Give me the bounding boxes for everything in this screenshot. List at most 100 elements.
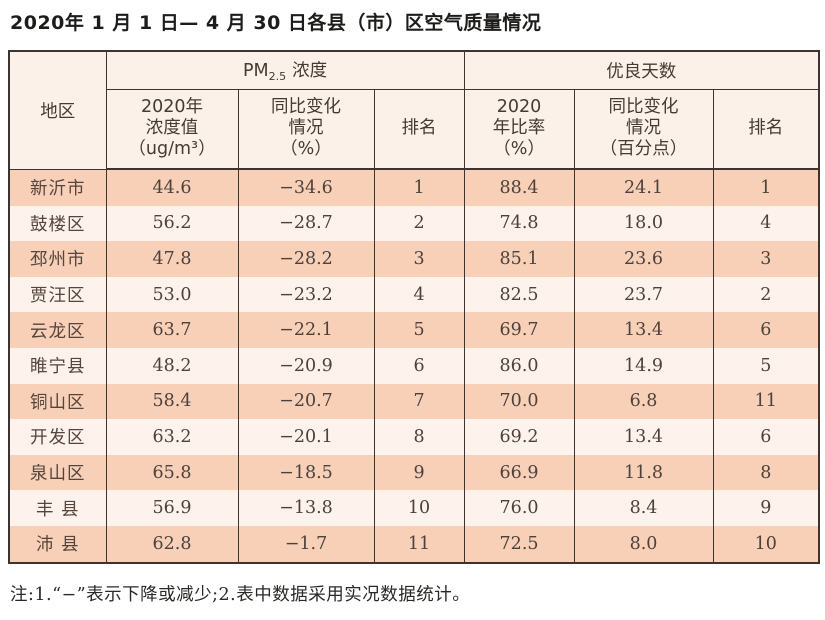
pm-value-cell: 62.8 [105, 525, 239, 563]
good-rate-cell: 82.5 [463, 276, 575, 313]
pm-change-cell: −34.6 [237, 169, 375, 206]
good-rank-cell: 6 [712, 312, 820, 348]
good-rate-cell: 74.8 [463, 205, 575, 242]
region-cell: 开发区 [8, 419, 107, 455]
region-cell: 睢宁县 [8, 347, 107, 384]
pm25-label-prefix: PM [242, 61, 269, 82]
pm-rank-cell: 1 [373, 169, 465, 206]
table-row: 开发区 63.2 −20.1 8 69.2 13.4 6 [8, 419, 820, 455]
pm-value-cell: 63.2 [105, 419, 239, 455]
good-rank-cell: 3 [712, 241, 820, 277]
column-header-pm-rank: 排名 [373, 89, 465, 170]
good-rank-cell: 11 [712, 383, 820, 420]
pm-rank-cell: 4 [373, 276, 465, 313]
good-rate-cell: 86.0 [463, 347, 575, 384]
pm-rank-cell: 6 [373, 347, 465, 384]
good-rank-cell: 1 [712, 169, 820, 206]
pm-value-cell: 65.8 [105, 454, 239, 491]
pm-rank-cell: 5 [373, 312, 465, 348]
good-change-cell: 13.4 [573, 312, 714, 348]
pm-rank-cell: 9 [373, 454, 465, 491]
pm-value-cell: 58.4 [105, 383, 239, 420]
column-header-pm-value: 2020年 浓度值 （ug/m³） [105, 89, 239, 170]
header-subhead-row: 2020年 浓度值 （ug/m³） 同比变化 情况 （%） 排名 2020 年比… [9, 89, 820, 170]
pm-rank-cell: 8 [373, 419, 465, 455]
good-change-cell: 14.9 [573, 347, 714, 384]
pm-value-cell: 56.2 [105, 205, 239, 242]
good-rate-cell: 66.9 [463, 454, 575, 491]
good-rank-cell: 8 [712, 454, 820, 491]
good-rank-cell: 4 [712, 205, 820, 242]
good-rank-cell: 5 [712, 347, 820, 384]
pm-change-cell: −28.7 [237, 205, 375, 242]
table-row: 邳州市 47.8 −28.2 3 85.1 23.6 3 [8, 241, 820, 277]
pm-value-cell: 47.8 [105, 241, 239, 277]
region-cell: 贾汪区 [8, 276, 107, 313]
pm-change-cell: −20.9 [237, 347, 375, 384]
region-cell: 新沂市 [8, 169, 107, 206]
region-cell: 云龙区 [8, 312, 107, 348]
good-rate-cell: 69.7 [463, 312, 575, 348]
column-header-good-rank: 排名 [712, 89, 820, 170]
good-rank-cell: 2 [712, 276, 820, 313]
table-row: 丰 县 56.9 −13.8 10 76.0 8.4 9 [8, 490, 820, 526]
table-row: 泉山区 65.8 −18.5 9 66.9 11.8 8 [8, 454, 820, 491]
pm-change-cell: −1.7 [237, 525, 375, 563]
good-rate-cell: 72.5 [463, 525, 575, 563]
header-section-row: 地区 PM2.5 浓度 优良天数 [8, 51, 820, 170]
good-change-cell: 8.0 [573, 525, 714, 563]
good-change-cell: 18.0 [573, 205, 714, 242]
footnote: 注:1.“−”表示下降或减少;2.表中数据采用实况数据统计。 [10, 584, 471, 605]
pm-value-cell: 48.2 [105, 347, 239, 384]
region-cell: 沛 县 [8, 525, 107, 563]
pm-rank-cell: 10 [373, 490, 465, 526]
good-change-cell: 13.4 [573, 419, 714, 455]
table-body: 新沂市 44.6 −34.6 1 88.4 24.1 1 鼓楼区 56.2 −2… [8, 169, 820, 563]
good-change-cell: 23.6 [573, 241, 714, 277]
table-header: 地区 PM2.5 浓度 优良天数 2020年 浓度值 （ug/m³） 同比变化 情… [8, 51, 820, 170]
good-change-cell: 24.1 [573, 169, 714, 206]
section-header-pm25: PM2.5 浓度 [105, 51, 465, 90]
good-rate-cell: 69.2 [463, 419, 575, 455]
pm-change-cell: −23.2 [237, 276, 375, 313]
column-header-pm-change: 同比变化 情况 （%） [237, 89, 375, 170]
table-row: 新沂市 44.6 −34.6 1 88.4 24.1 1 [8, 169, 820, 206]
pm-change-cell: −28.2 [237, 241, 375, 277]
table-row: 睢宁县 48.2 −20.9 6 86.0 14.9 5 [8, 347, 820, 384]
table-row: 铜山区 58.4 −20.7 7 70.0 6.8 11 [8, 383, 820, 420]
table-row: 云龙区 63.7 −22.1 5 69.7 13.4 6 [8, 312, 820, 348]
good-rank-cell: 10 [712, 525, 820, 563]
column-header-good-change: 同比变化 情况 （百分点） [573, 89, 714, 170]
pm25-label-suffix: 浓度 [292, 61, 328, 82]
region-cell: 泉山区 [8, 454, 107, 491]
pm25-label-subscript: 2.5 [268, 70, 287, 84]
pm-value-cell: 53.0 [105, 276, 239, 313]
good-change-cell: 23.7 [573, 276, 714, 313]
good-rate-cell: 76.0 [463, 490, 575, 526]
good-rank-cell: 9 [712, 490, 820, 526]
region-cell: 铜山区 [8, 383, 107, 420]
pm-value-cell: 63.7 [105, 312, 239, 348]
pm-value-cell: 56.9 [105, 490, 239, 526]
pm-change-cell: −22.1 [237, 312, 375, 348]
pm-change-cell: −20.7 [237, 383, 375, 420]
good-rate-cell: 70.0 [463, 383, 575, 420]
pm-value-cell: 44.6 [105, 169, 239, 206]
pm-rank-cell: 11 [373, 525, 465, 563]
section-header-good-days: 优良天数 [463, 51, 820, 90]
pm-change-cell: −13.8 [237, 490, 375, 526]
region-cell: 丰 县 [8, 490, 107, 526]
pm-rank-cell: 7 [373, 383, 465, 420]
good-rate-cell: 85.1 [463, 241, 575, 277]
table-row: 贾汪区 53.0 −23.2 4 82.5 23.7 2 [8, 276, 820, 313]
good-change-cell: 6.8 [573, 383, 714, 420]
column-header-good-rate: 2020 年比率 （%） [463, 89, 575, 170]
page-title: 2020年 1 月 1 日— 4 月 30 日各县（市）区空气质量情况 [10, 12, 542, 34]
good-change-cell: 8.4 [573, 490, 714, 526]
table-row: 鼓楼区 56.2 −28.7 2 74.8 18.0 4 [8, 205, 820, 242]
good-rank-cell: 6 [712, 419, 820, 455]
pm-change-cell: −18.5 [237, 454, 375, 491]
good-rate-cell: 88.4 [463, 169, 575, 206]
pm-change-cell: −20.1 [237, 419, 375, 455]
